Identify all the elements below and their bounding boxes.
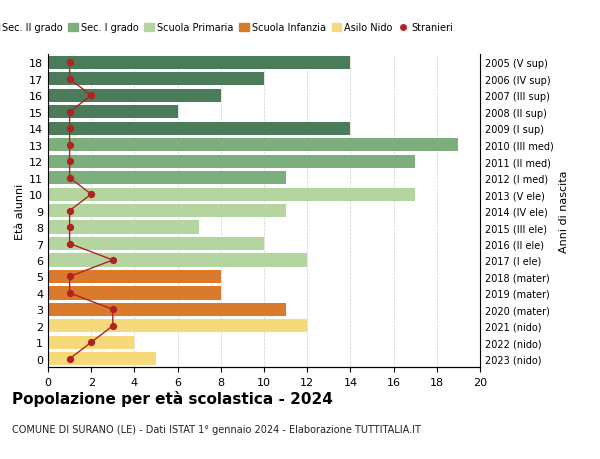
Legend: Sec. II grado, Sec. I grado, Scuola Primaria, Scuola Infanzia, Asilo Nido, Stran: Sec. II grado, Sec. I grado, Scuola Prim… xyxy=(0,19,457,37)
Bar xyxy=(48,57,350,70)
Point xyxy=(65,174,74,182)
Bar xyxy=(48,287,221,300)
Point xyxy=(86,92,96,100)
Bar xyxy=(48,90,221,103)
Bar xyxy=(48,353,156,365)
Y-axis label: Anni di nascita: Anni di nascita xyxy=(559,170,569,252)
Bar xyxy=(48,73,264,86)
Bar xyxy=(48,221,199,234)
Point xyxy=(65,290,74,297)
Point xyxy=(108,306,118,313)
Point xyxy=(86,339,96,346)
Bar xyxy=(48,139,458,152)
Text: COMUNE DI SURANO (LE) - Dati ISTAT 1° gennaio 2024 - Elaborazione TUTTITALIA.IT: COMUNE DI SURANO (LE) - Dati ISTAT 1° ge… xyxy=(12,424,421,434)
Point xyxy=(108,257,118,264)
Point xyxy=(65,224,74,231)
Bar xyxy=(48,254,307,267)
Point xyxy=(86,191,96,198)
Bar xyxy=(48,123,350,135)
Bar xyxy=(48,303,286,316)
Bar xyxy=(48,205,286,218)
Text: Popolazione per età scolastica - 2024: Popolazione per età scolastica - 2024 xyxy=(12,390,333,406)
Bar xyxy=(48,155,415,168)
Point xyxy=(65,273,74,280)
Bar xyxy=(48,188,415,202)
Point xyxy=(108,323,118,330)
Point xyxy=(65,76,74,84)
Bar xyxy=(48,237,264,251)
Point xyxy=(65,355,74,363)
Bar xyxy=(48,336,134,349)
Point xyxy=(65,125,74,133)
Y-axis label: Età alunni: Età alunni xyxy=(15,183,25,239)
Bar xyxy=(48,172,286,185)
Bar xyxy=(48,106,178,119)
Point xyxy=(65,60,74,67)
Point xyxy=(65,241,74,248)
Point xyxy=(65,207,74,215)
Bar xyxy=(48,270,221,283)
Point xyxy=(65,109,74,116)
Point xyxy=(65,158,74,166)
Point xyxy=(65,142,74,149)
Bar xyxy=(48,319,307,333)
